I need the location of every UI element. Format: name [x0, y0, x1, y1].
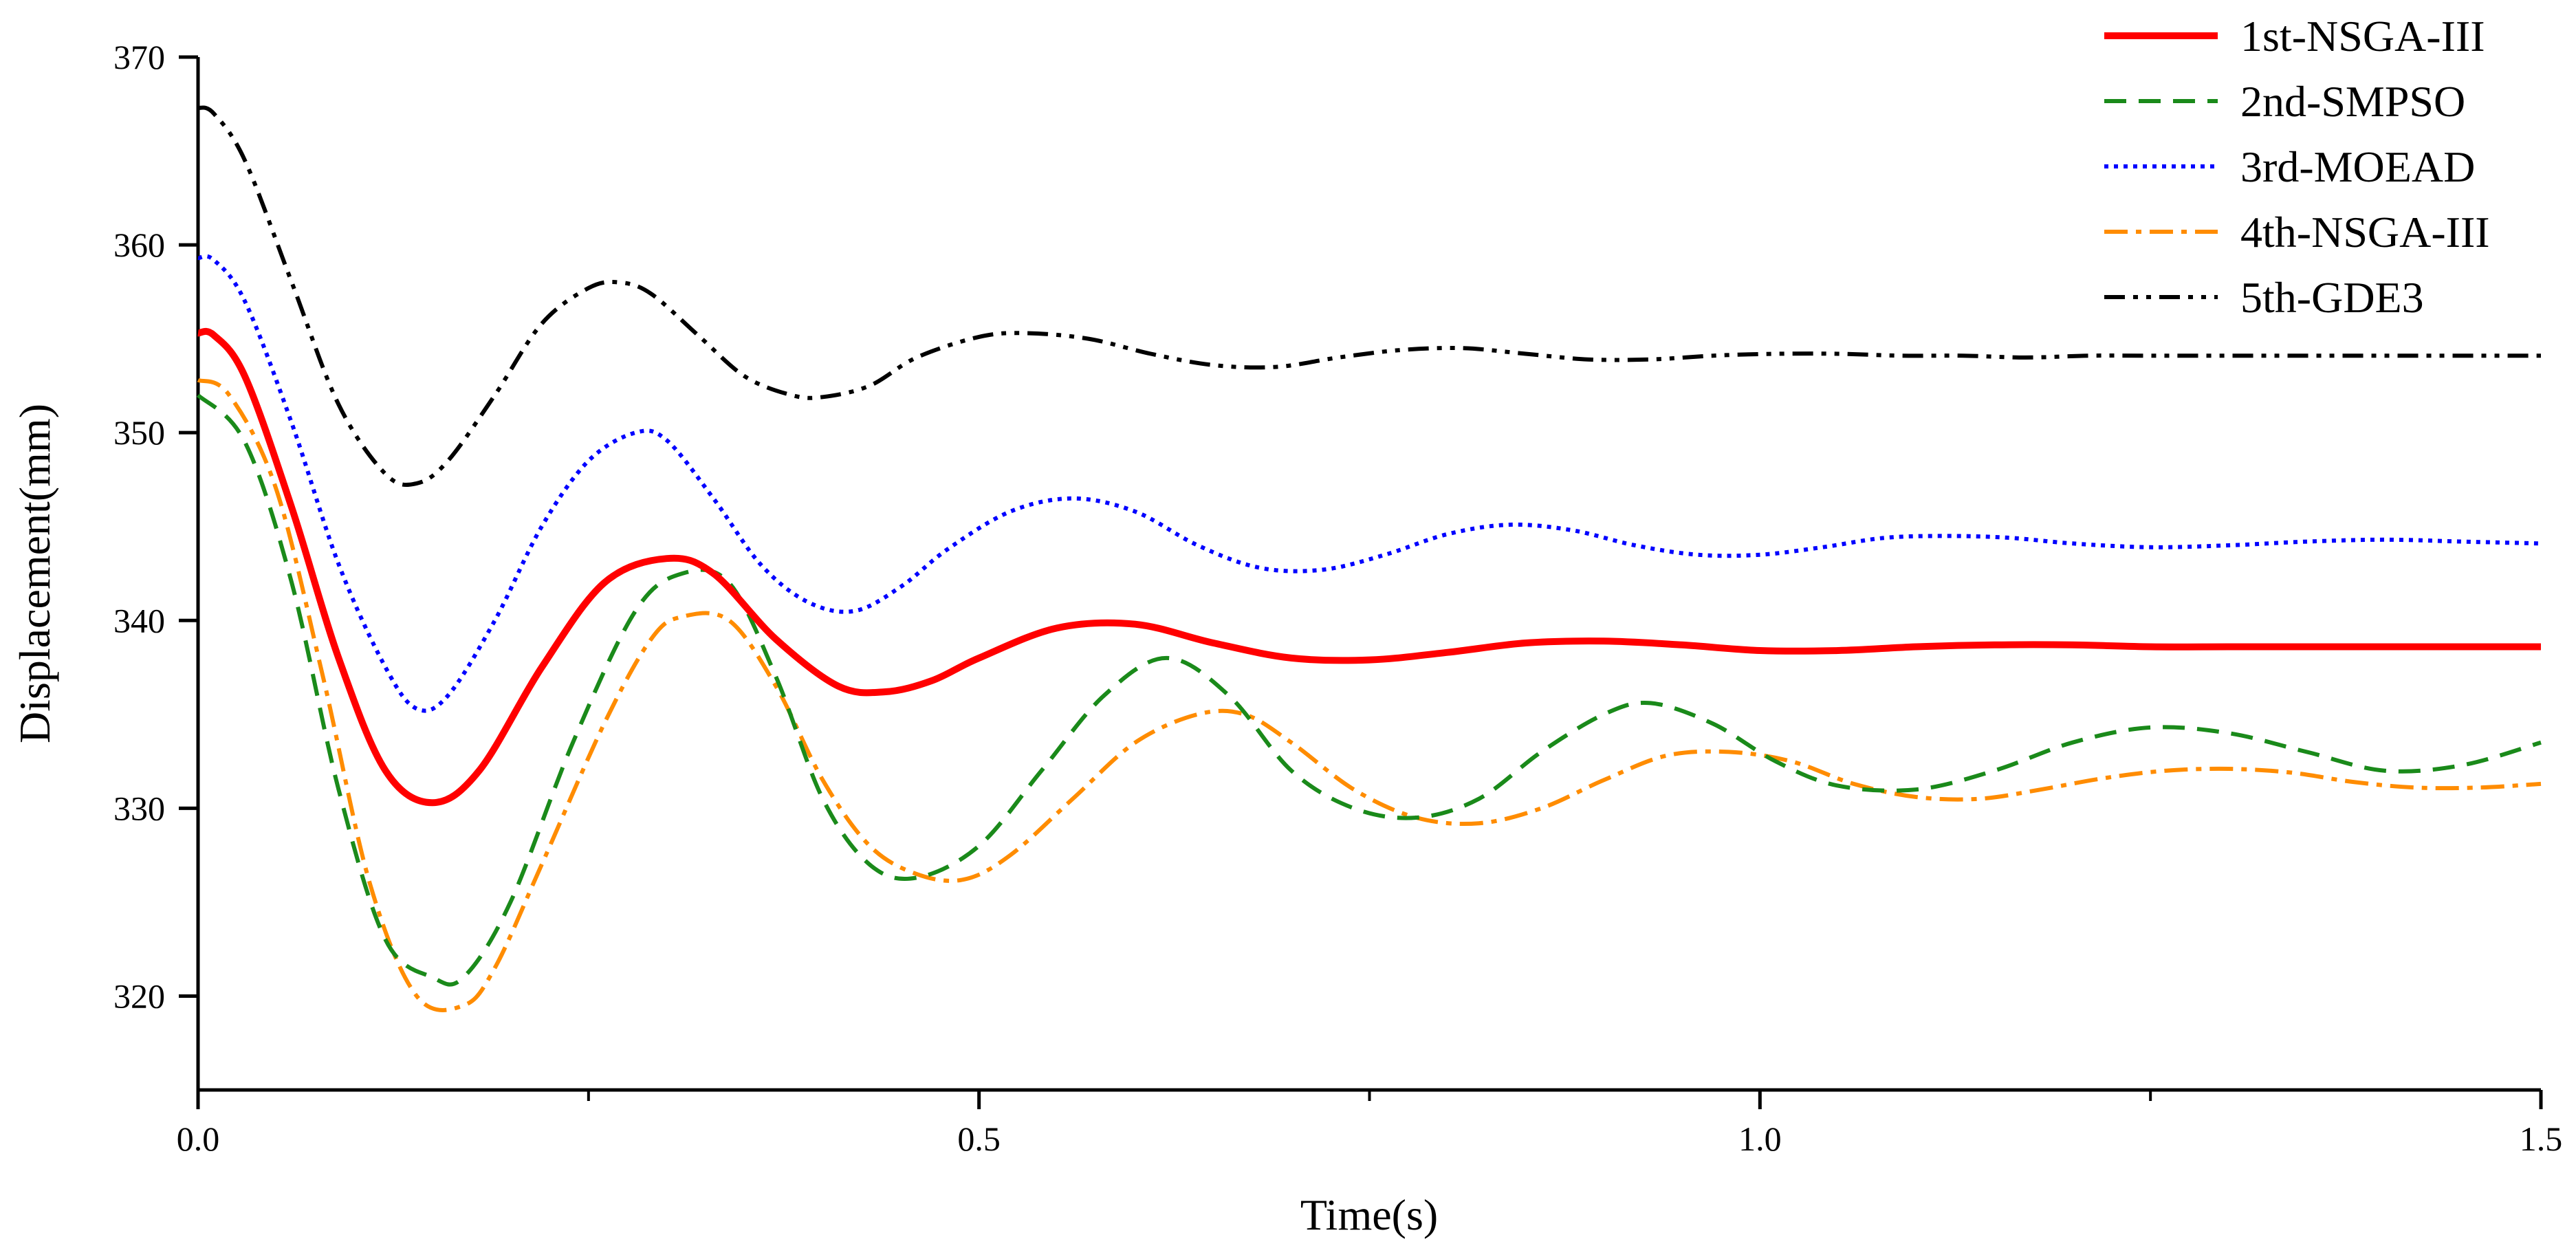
- series-line-5th-gde3: [197, 105, 2541, 488]
- x-tick-label: 1.5: [2520, 1120, 2563, 1158]
- x-tick-label: 0.5: [957, 1120, 1001, 1158]
- series-line-2nd-smpso: [196, 393, 2542, 987]
- series-line-4th-nsga-iii: [197, 378, 2542, 1012]
- x-axis-ticks: 0.0 0.5 1.0 1.5: [177, 1090, 2563, 1158]
- series-layer: [196, 105, 2542, 1012]
- y-axis-ticks: 320 330 340 350 360 370: [113, 38, 198, 1015]
- legend-label: 5th-GDE3: [2240, 273, 2424, 322]
- y-tick-label: 350: [113, 413, 165, 452]
- x-tick-label: 1.0: [1738, 1120, 1782, 1158]
- y-tick-label: 370: [113, 38, 165, 76]
- legend: 1st-NSGA-III 2nd-SMPSO 3rd-MOEAD 4th-NSGA-I…: [2104, 12, 2490, 322]
- x-tick-label: 0.0: [177, 1120, 220, 1158]
- legend-label: 1st-NSGA-III: [2240, 12, 2485, 61]
- y-tick-label: 360: [113, 226, 165, 264]
- x-axis-title: Time(s): [1300, 1190, 1438, 1239]
- series-line-1st-nsga-iii: [197, 327, 2541, 807]
- legend-label: 3rd-MOEAD: [2240, 142, 2475, 191]
- y-tick-label: 340: [113, 601, 165, 640]
- y-axis-title: Displacement(mm): [10, 404, 59, 743]
- series-line-3rd-moead: [197, 254, 2542, 713]
- y-tick-label: 320: [113, 976, 165, 1015]
- legend-label: 2nd-SMPSO: [2240, 77, 2465, 126]
- y-tick-label: 330: [113, 789, 165, 827]
- legend-label: 4th-NSGA-III: [2240, 208, 2490, 257]
